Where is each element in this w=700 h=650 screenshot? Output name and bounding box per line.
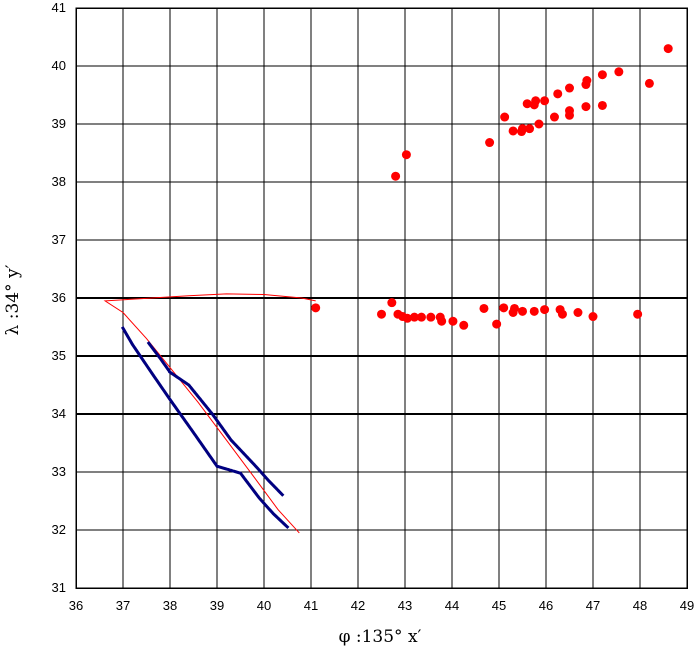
data-point <box>549 112 559 122</box>
data-point <box>565 83 574 93</box>
data-point <box>588 312 598 322</box>
data-point <box>500 112 510 122</box>
x-tick-label: 41 <box>304 598 318 613</box>
y-tick-label: 39 <box>52 116 66 131</box>
plot-frame <box>75 7 688 589</box>
y-tick-label: 38 <box>52 174 66 189</box>
data-point <box>581 80 591 90</box>
data-point <box>426 312 436 322</box>
x-tick-label: 38 <box>163 598 177 613</box>
x-tick-label: 37 <box>116 598 130 613</box>
data-point <box>529 100 539 110</box>
data-point <box>499 303 509 313</box>
data-point <box>393 309 403 319</box>
data-point <box>311 303 321 313</box>
data-point <box>644 78 654 88</box>
data-point <box>540 305 550 315</box>
data-point <box>508 308 518 317</box>
y-tick-labels: 31 32 33 34 35 36 37 38 39 40 41 <box>52 0 66 595</box>
data-point <box>663 44 673 54</box>
y-tick-label: 32 <box>52 522 66 537</box>
y-tick-label: 41 <box>52 0 66 15</box>
data-point <box>401 150 411 160</box>
points-layer <box>311 44 673 330</box>
data-point <box>633 309 643 319</box>
data-point <box>391 171 401 181</box>
data-point <box>409 312 419 322</box>
y-tick-label: 35 <box>52 348 66 363</box>
data-point <box>485 138 495 148</box>
y-tick-label: 33 <box>52 464 66 479</box>
data-point <box>518 306 527 316</box>
data-point <box>525 124 535 134</box>
grid <box>75 7 688 589</box>
y-tick-label: 34 <box>52 406 66 421</box>
track-line <box>146 341 285 498</box>
plot-border <box>75 7 688 589</box>
data-point <box>448 316 458 326</box>
data-point <box>534 119 544 129</box>
data-point <box>517 127 527 137</box>
data-point <box>553 89 563 99</box>
x-tick-label: 40 <box>257 598 271 613</box>
track-layer <box>120 326 290 530</box>
curve-layer <box>103 293 316 534</box>
x-tick-label: 42 <box>351 598 365 613</box>
data-point <box>555 305 565 315</box>
x-tick-label: 39 <box>210 598 224 613</box>
x-tick-label: 49 <box>680 598 694 613</box>
x-tick-label: 36 <box>69 598 83 613</box>
data-point <box>416 312 426 322</box>
y-tick-label: 40 <box>52 58 66 73</box>
data-point <box>377 309 386 319</box>
x-axis-label: φ :135° x′ <box>339 627 422 647</box>
x-tick-label: 43 <box>398 598 412 613</box>
y-tick-label: 36 <box>52 290 66 305</box>
x-tick-label: 47 <box>586 598 600 613</box>
data-point <box>387 298 397 308</box>
y-tick-label: 37 <box>52 232 66 247</box>
data-point <box>435 312 445 322</box>
data-point <box>479 303 489 313</box>
x-tick-label: 46 <box>539 598 553 613</box>
data-point <box>529 306 539 316</box>
data-point <box>492 319 502 329</box>
x-tick-labels: 36 37 38 39 40 41 42 43 44 45 46 47 48 49 <box>69 598 694 613</box>
data-point <box>508 126 518 136</box>
data-point <box>459 320 469 330</box>
y-tick-label: 31 <box>52 580 66 595</box>
track-line <box>120 326 290 530</box>
x-tick-label: 48 <box>633 598 647 613</box>
boundary-curve <box>103 293 316 534</box>
data-point <box>597 70 607 80</box>
y-axis-label: λ :34° y′ <box>3 264 23 335</box>
data-point <box>573 308 583 317</box>
data-point <box>540 96 550 106</box>
data-point <box>565 110 574 120</box>
x-tick-label: 45 <box>492 598 506 613</box>
data-point <box>581 102 591 112</box>
x-tick-label: 44 <box>445 598 459 613</box>
data-point <box>614 67 624 77</box>
data-point <box>597 100 607 110</box>
data-point <box>522 99 532 109</box>
